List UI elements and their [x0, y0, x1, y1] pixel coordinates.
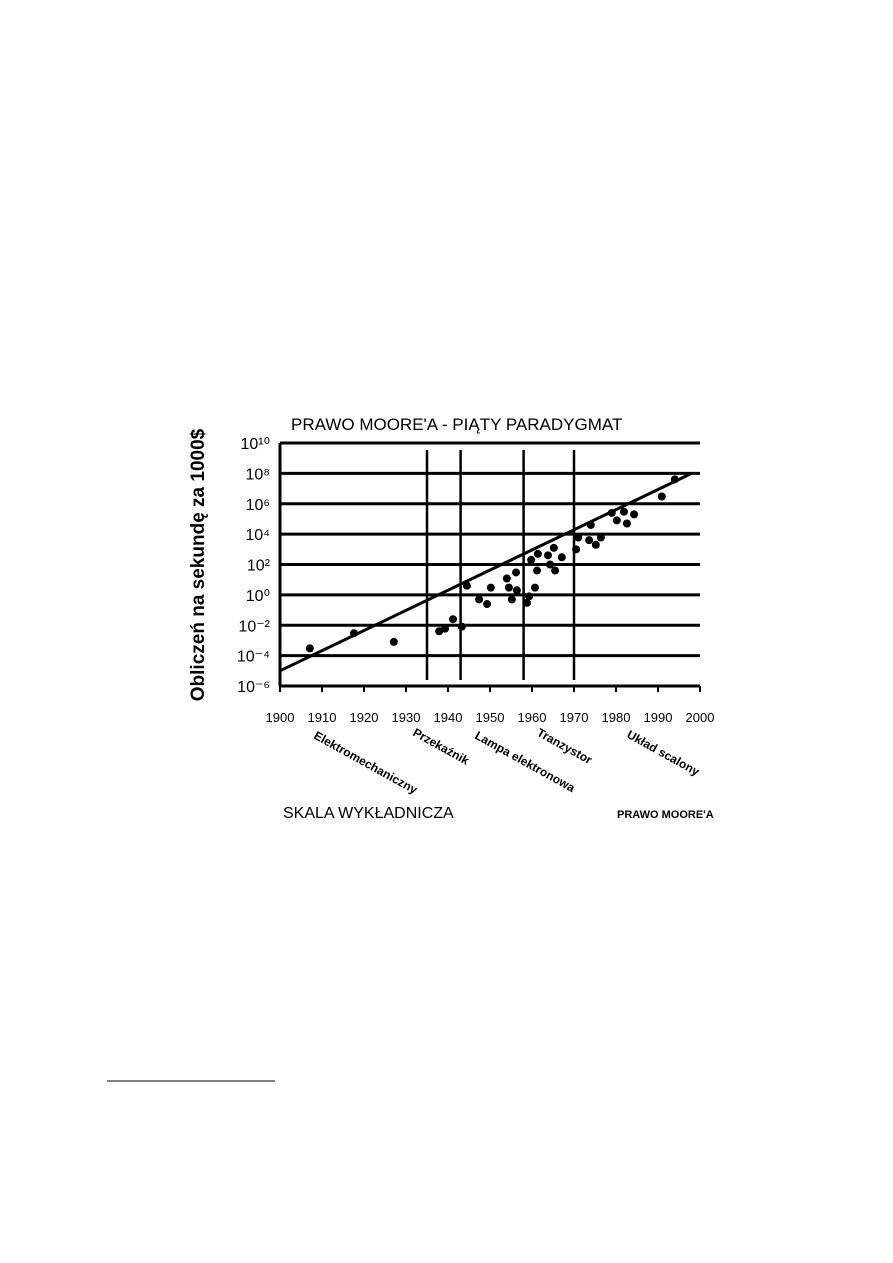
- x-tick-label: 1960: [518, 710, 547, 725]
- data-point: [441, 624, 450, 633]
- caption: PRAWO MOORE'A: [617, 809, 714, 821]
- data-point: [596, 533, 605, 542]
- data-point: [530, 583, 539, 592]
- y-tick-label: 10⁻²: [238, 618, 270, 635]
- data-point: [504, 583, 513, 592]
- data-point: [525, 592, 534, 601]
- y-tick-label: 10⁸: [245, 466, 270, 483]
- data-point: [502, 574, 511, 583]
- data-point: [449, 615, 458, 624]
- data-point: [585, 536, 594, 545]
- paradigm-label: Tranzystor: [535, 725, 595, 767]
- y-axis-label: Obliczeń na sekundę za 1000$: [188, 428, 209, 701]
- x-tick-label: 2000: [686, 710, 715, 725]
- x-tick-label: 1940: [434, 710, 463, 725]
- x-axis-label: SKALA WYKŁADNICZA: [283, 805, 454, 822]
- x-tick-label: 1920: [350, 710, 379, 725]
- y-tick-label: 10⁴: [245, 527, 270, 544]
- y-tick-label: 10⁻⁴: [237, 649, 270, 666]
- x-tick-label: 1900: [266, 710, 295, 725]
- data-point: [551, 566, 560, 575]
- data-point: [622, 519, 631, 528]
- data-point: [549, 543, 558, 552]
- x-tick-label: 1930: [392, 710, 421, 725]
- data-point: [557, 553, 566, 562]
- data-point: [462, 581, 471, 590]
- data-point: [527, 555, 536, 564]
- data-point: [486, 583, 495, 592]
- data-point: [619, 507, 628, 516]
- data-point: [630, 510, 639, 519]
- data-point: [512, 568, 521, 577]
- y-tick-label: 10⁶: [246, 497, 270, 514]
- data-point: [522, 598, 531, 607]
- data-point: [349, 629, 358, 638]
- data-point: [546, 560, 555, 569]
- y-tick-label: 10⁻⁶: [237, 679, 270, 696]
- data-point: [389, 637, 398, 646]
- x-tick-label: 1990: [644, 710, 673, 725]
- data-point: [607, 508, 616, 517]
- trend-line: [279, 472, 693, 673]
- data-point: [475, 595, 484, 604]
- data-point: [586, 520, 595, 529]
- paradigm-label: Układ scalony: [625, 727, 703, 779]
- data-point: [574, 533, 583, 542]
- chart-title: PRAWO MOORE'A - PIĄTY PARADYGMAT: [291, 415, 622, 434]
- paradigm-label: Przekaźnik: [411, 725, 472, 767]
- data-point: [670, 475, 679, 484]
- data-point: [533, 566, 542, 575]
- paradigm-label: Elektromechaniczny: [312, 728, 421, 797]
- x-tick-label: 1910: [308, 710, 337, 725]
- data-point: [512, 586, 521, 595]
- data-point: [483, 600, 492, 609]
- x-tick-label: 1970: [560, 710, 589, 725]
- x-tick-label: 1950: [476, 710, 505, 725]
- data-point: [507, 595, 516, 604]
- data-point: [612, 516, 621, 525]
- y-tick-label: 10¹⁰: [240, 436, 270, 453]
- data-point: [572, 545, 581, 554]
- x-tick-label: 1980: [602, 710, 631, 725]
- data-point: [457, 622, 466, 631]
- data-point: [591, 540, 600, 549]
- data-point: [657, 492, 666, 501]
- data-point: [533, 549, 542, 558]
- y-tick-label: 10²: [247, 558, 271, 575]
- data-point: [305, 644, 314, 653]
- y-tick-label: 10⁰: [246, 588, 270, 605]
- data-point: [543, 551, 552, 560]
